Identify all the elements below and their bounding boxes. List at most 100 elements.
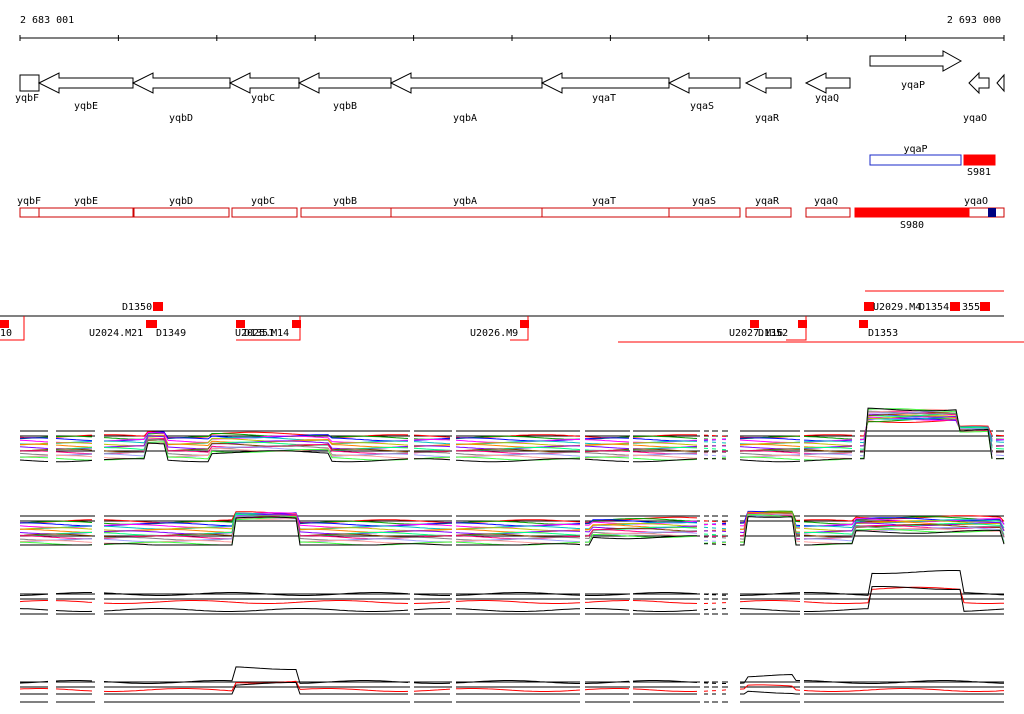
expression-line — [103, 600, 409, 604]
segment-box[interactable] — [745, 207, 792, 218]
expression-line — [584, 680, 630, 684]
expression-line — [55, 592, 92, 595]
marker-box[interactable] — [950, 302, 960, 311]
marker-box[interactable] — [980, 302, 990, 311]
expression-line — [632, 680, 698, 683]
segment-label: yqbB — [333, 196, 357, 207]
gene-label: yqbD — [169, 113, 193, 124]
expression-line — [103, 513, 453, 535]
gene-arrow[interactable] — [667, 72, 741, 94]
gene-arrow[interactable] — [228, 72, 300, 94]
gene-arrow[interactable] — [389, 72, 543, 94]
expression-line — [739, 592, 801, 596]
expression-line — [739, 684, 801, 691]
expression-line — [995, 441, 1005, 443]
expression-line — [739, 439, 801, 443]
expression-line — [859, 409, 993, 457]
gene-label: yqaP — [901, 80, 925, 91]
marker-box[interactable] — [750, 320, 759, 328]
marker-box[interactable] — [520, 320, 529, 328]
marker-label: D1352 — [758, 328, 788, 339]
expression-line — [103, 608, 409, 612]
segment-box[interactable] — [805, 207, 851, 218]
expression-line — [739, 513, 801, 546]
gene-arrow[interactable] — [297, 72, 392, 94]
expression-line — [19, 540, 93, 543]
segment-label: yqaR — [755, 196, 780, 207]
expression-line — [55, 451, 93, 455]
gene-arrow[interactable] — [996, 73, 1005, 93]
segment-box[interactable] — [19, 207, 40, 218]
segment-box[interactable] — [963, 154, 996, 166]
expression-line — [803, 515, 1005, 522]
marker-box[interactable] — [0, 320, 9, 328]
expression-line — [55, 688, 93, 692]
marker-box[interactable] — [859, 320, 868, 328]
segment-box-s980[interactable] — [854, 207, 970, 218]
gene-arrow[interactable] — [19, 74, 40, 92]
coordinate-ruler: 2 683 001 2 693 000 — [19, 15, 1005, 41]
expression-line — [739, 514, 801, 541]
expression-line — [739, 673, 800, 684]
expression-line — [803, 435, 853, 440]
expression-line — [20, 522, 93, 527]
expression-line — [584, 450, 630, 452]
expression-line — [19, 446, 49, 449]
segment-box[interactable] — [390, 207, 543, 218]
marker-box[interactable] — [864, 302, 874, 311]
expression-line — [632, 600, 698, 604]
marker-box[interactable] — [153, 302, 163, 311]
segment-box[interactable] — [541, 207, 670, 218]
expression-line — [55, 680, 93, 682]
expression-line — [55, 435, 93, 438]
expression-line — [803, 520, 1005, 532]
marker-label: U2024.M21 — [89, 328, 143, 339]
expression-line — [584, 443, 630, 446]
expression-line — [584, 456, 630, 459]
gene-arrow[interactable] — [540, 72, 670, 94]
highlight-block — [988, 208, 996, 217]
expression-line — [740, 450, 801, 454]
segment-box[interactable] — [133, 207, 230, 218]
expression-line — [995, 454, 1005, 457]
gene-arrow[interactable] — [869, 50, 963, 72]
gene-arrow[interactable] — [744, 72, 792, 94]
gene-arrow[interactable] — [37, 72, 134, 94]
expression-line — [632, 592, 698, 595]
expression-line — [584, 600, 629, 603]
expression-line — [19, 600, 48, 603]
expression-line — [55, 438, 93, 442]
expression-line — [20, 456, 49, 459]
expression-line — [739, 443, 801, 447]
gene-arrow[interactable] — [804, 72, 851, 94]
expression-line — [632, 448, 698, 453]
marker-box[interactable] — [292, 320, 301, 328]
expression-line — [632, 455, 698, 459]
expression-line — [56, 459, 93, 463]
segment-label-s980: S980 — [900, 220, 924, 231]
expression-line — [19, 688, 49, 690]
gene-arrow[interactable] — [968, 71, 990, 95]
segment-box[interactable] — [968, 207, 1005, 218]
segment-box[interactable] — [869, 154, 962, 166]
marker-box[interactable] — [236, 320, 245, 328]
expression-line — [584, 534, 698, 543]
expression-line — [413, 682, 451, 684]
expression-line — [584, 532, 697, 543]
segment-box[interactable] — [668, 207, 741, 218]
expression-line — [455, 442, 581, 447]
segment-box[interactable] — [38, 207, 134, 218]
expression-line — [803, 440, 853, 443]
segment-box[interactable] — [300, 207, 392, 218]
expression-line — [104, 682, 408, 695]
segment-box[interactable] — [231, 207, 298, 218]
expression-line — [19, 439, 49, 443]
marker-box[interactable] — [798, 320, 807, 328]
marker-box[interactable] — [148, 320, 157, 328]
expression-line — [584, 593, 630, 596]
expression-line — [803, 447, 853, 449]
gene-arrow[interactable] — [131, 72, 231, 94]
expression-line — [633, 458, 698, 463]
